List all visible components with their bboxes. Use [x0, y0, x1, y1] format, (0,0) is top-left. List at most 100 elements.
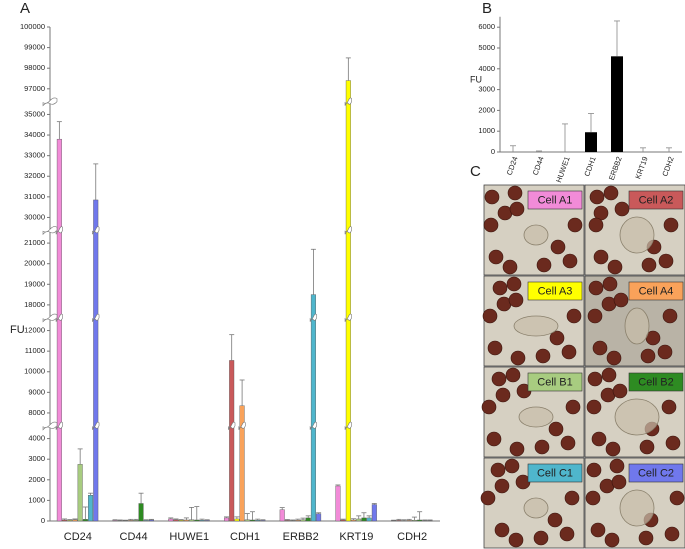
bead [609, 458, 625, 474]
cell [523, 497, 549, 519]
y-tick-label: 32000 [24, 171, 45, 180]
x-tick-label: CD44 [531, 155, 546, 176]
bead [480, 490, 496, 506]
bar [310, 294, 316, 522]
label-box [527, 463, 583, 483]
bead [663, 217, 679, 233]
y-tick-label: 2000 [28, 475, 45, 484]
y-tick-label: 0 [41, 516, 45, 525]
bead [590, 522, 606, 538]
y-tick-label: 19000 [24, 279, 45, 288]
y-tick-label: 31000 [24, 192, 45, 201]
bead [505, 367, 521, 383]
bead [508, 292, 524, 308]
x-tick-label: CD44 [120, 531, 148, 543]
bead [658, 253, 674, 269]
y-tick-label: 34000 [24, 130, 45, 139]
bead [587, 308, 603, 324]
x-tick-label: CD24 [505, 155, 520, 176]
y-tick-label: 12000 [24, 326, 45, 335]
bar [194, 519, 200, 522]
bar [260, 520, 266, 522]
bar [371, 504, 377, 522]
bar [72, 519, 78, 522]
bead [607, 259, 623, 275]
bead [661, 399, 677, 415]
bead [536, 257, 552, 273]
bead [562, 253, 578, 269]
bead [586, 399, 602, 415]
bead [549, 330, 565, 346]
axis-break [92, 313, 100, 322]
bead [586, 462, 602, 478]
bead [567, 217, 583, 233]
bead [487, 340, 503, 356]
bar [279, 509, 285, 522]
bead [483, 217, 499, 233]
bead [560, 435, 576, 451]
label-box [628, 190, 684, 210]
label-box [527, 372, 583, 392]
x-tick-label: ERBB2 [607, 155, 624, 181]
y-tick-label: 30000 [24, 212, 45, 221]
y-tick-label: 33000 [24, 151, 45, 160]
label-box [527, 281, 583, 301]
axis-break [344, 226, 352, 235]
bead [559, 526, 575, 542]
y-tick-label: 18000 [24, 300, 45, 309]
axis-break [309, 313, 318, 322]
bead [603, 185, 619, 201]
y-tick-label: 21000 [24, 238, 45, 247]
bead [508, 532, 524, 548]
label-box [628, 281, 684, 301]
label-box [628, 463, 684, 483]
y-tick-label: 4000 [478, 64, 495, 73]
x-tick-label: CDH1 [582, 155, 597, 177]
bar [189, 519, 195, 522]
bead [612, 383, 628, 399]
bead [481, 399, 497, 415]
cell-label: Cell A2 [639, 194, 674, 206]
y-tick-label: 9000 [28, 387, 45, 396]
cell [614, 398, 660, 436]
y-tick-label: 8000 [28, 408, 45, 417]
bead [614, 201, 630, 217]
bar [67, 520, 73, 522]
y-tick-label: 0 [491, 147, 495, 156]
bar [88, 495, 94, 522]
x-tick-label: KRT19 [339, 531, 373, 543]
x-tick-label: ERBB2 [283, 531, 319, 543]
bar [77, 464, 83, 522]
y-axis-label: FU [470, 74, 482, 84]
bead [593, 249, 609, 265]
bar [223, 517, 229, 522]
x-tick-label: CDH1 [230, 531, 260, 543]
bar [316, 513, 322, 522]
bar [138, 503, 144, 522]
bar [356, 518, 362, 522]
bead [611, 474, 627, 490]
bar [417, 519, 423, 522]
y-tick-label: 5000 [478, 43, 495, 52]
bar [351, 519, 357, 522]
y-tick-label: 1000 [478, 126, 495, 135]
cell-label: Cell A3 [538, 285, 573, 297]
bead [604, 532, 620, 548]
bead [490, 462, 506, 478]
panel-label: A [20, 0, 30, 17]
bar [143, 520, 149, 522]
y-tick-label: 11000 [25, 346, 45, 355]
bead [495, 387, 511, 403]
bead [657, 344, 673, 360]
cell [518, 406, 554, 428]
label-box [628, 372, 684, 392]
bar [199, 519, 205, 522]
y-axis-label: FU [10, 324, 25, 336]
bar [234, 518, 240, 522]
axis-break [42, 421, 58, 431]
cell [624, 307, 650, 345]
bar [133, 519, 139, 522]
bar [335, 485, 341, 522]
axis-break [42, 313, 58, 323]
cell-image: Cell A3 [482, 275, 585, 367]
